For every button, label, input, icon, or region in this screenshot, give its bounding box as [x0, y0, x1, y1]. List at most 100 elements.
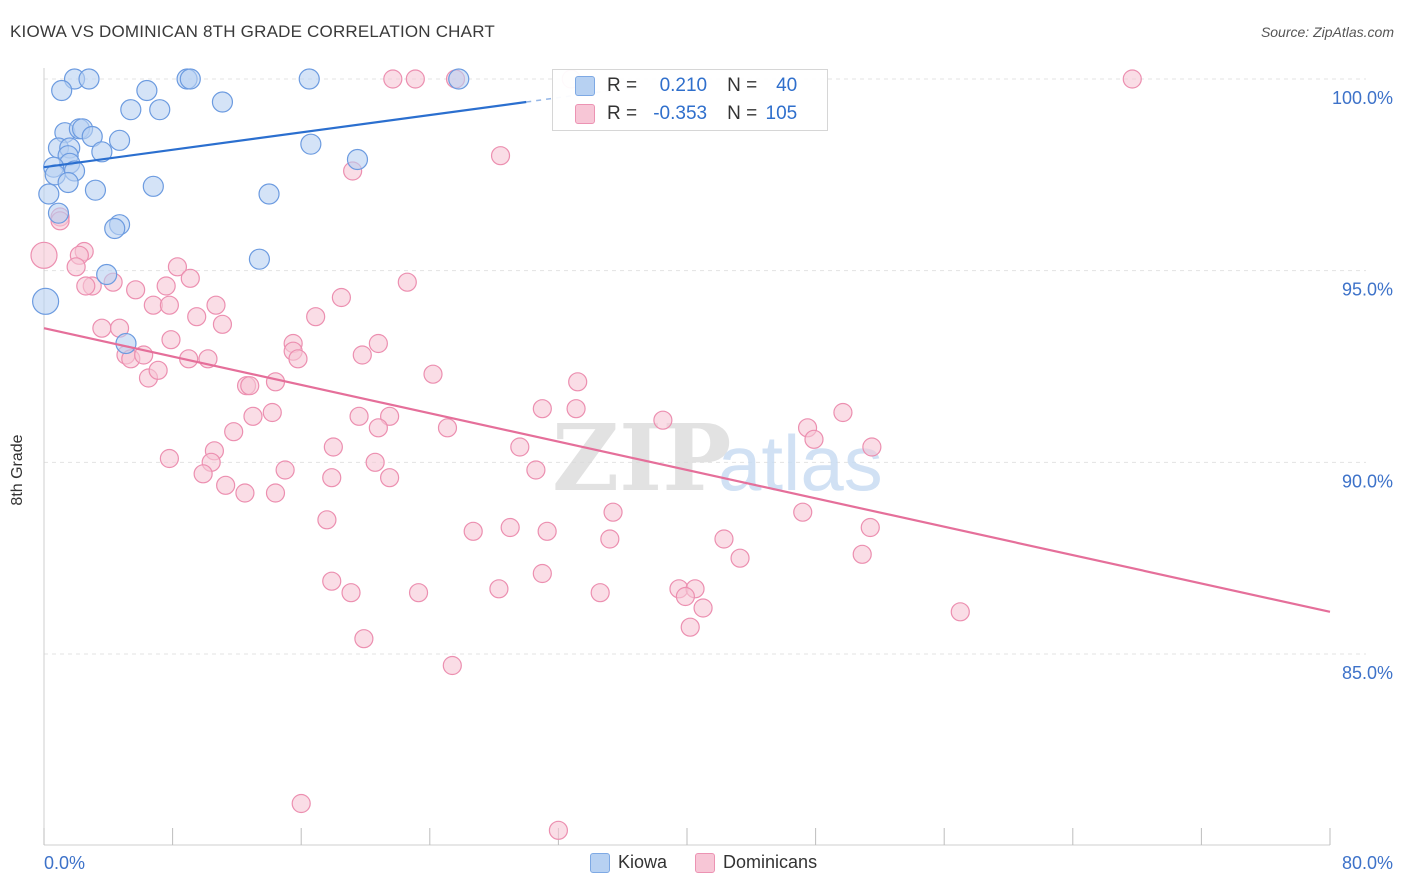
- dominicans-point: [526, 460, 546, 480]
- kiowa-swatch: [575, 76, 595, 96]
- dominicans-point: [288, 349, 308, 369]
- dominicans-point: [380, 468, 400, 488]
- dominicans-point: [804, 429, 824, 449]
- dominicans-point: [442, 655, 462, 676]
- legend-item-kiowa[interactable]: Kiowa: [590, 852, 667, 873]
- dominicans-point: [408, 583, 429, 603]
- kiowa-point: [91, 141, 113, 163]
- kiowa-point: [248, 248, 271, 270]
- kiowa-r-value: 0.210: [659, 75, 708, 96]
- legend-item-dominicans[interactable]: Dominicans: [695, 852, 817, 873]
- x-tick-label-max: 80.0%: [1342, 853, 1393, 873]
- kiowa-point: [149, 99, 171, 121]
- kiowa-point: [57, 171, 79, 194]
- dominicans-point: [714, 529, 734, 549]
- kiowa-point: [448, 68, 470, 90]
- kiowa-point: [346, 148, 369, 171]
- dominicans-point: [365, 452, 385, 472]
- kiowa-point: [258, 183, 280, 205]
- dominicans-point: [240, 376, 260, 396]
- dominicans-point: [500, 517, 520, 538]
- dominicans-point: [354, 629, 374, 649]
- dominicans-point: [463, 521, 483, 541]
- dominicans-point: [306, 307, 326, 327]
- stats-legend: R = 0.210 N = 40 R = -0.353 N = 105: [552, 69, 828, 131]
- kiowa-n-value: 40: [776, 75, 798, 96]
- x-tick-label-min: 0.0%: [44, 853, 85, 873]
- kiowa-n-label: N =: [727, 75, 758, 96]
- dominicans-n-value: 105: [765, 103, 798, 124]
- dominicans-point: [167, 257, 188, 277]
- dominicans-point: [76, 276, 96, 296]
- y-tick-label: 95.0%: [1342, 280, 1393, 300]
- dominicans-point: [675, 586, 695, 607]
- dominicans-point: [490, 146, 511, 166]
- dominicans-point: [126, 280, 146, 300]
- dominicans-point: [159, 448, 179, 469]
- kiowa-legend-label: Kiowa: [618, 852, 668, 872]
- dominicans-point: [349, 406, 369, 426]
- watermark-zip: ZIP: [552, 404, 731, 512]
- dominicans-point: [437, 418, 458, 438]
- kiowa-r-label: R =: [607, 75, 638, 96]
- legend-row-dominicans: R = -0.353 N = 105: [575, 102, 797, 126]
- dominicans-legend-swatch: [695, 852, 716, 873]
- dominicans-point: [730, 548, 750, 568]
- dominicans-n-label: N =: [727, 103, 758, 124]
- dominicans-r-value: -0.353: [653, 103, 708, 124]
- y-tick-label: 85.0%: [1342, 663, 1393, 683]
- dominicans-point: [566, 399, 586, 419]
- kiowa-point: [300, 133, 322, 155]
- kiowa-point: [298, 68, 320, 90]
- series-legend: Kiowa Dominicans: [590, 852, 837, 873]
- dominicans-point: [603, 502, 623, 522]
- dominicans-point: [423, 364, 443, 384]
- dominicans-point: [187, 307, 207, 327]
- dominicans-point: [352, 345, 372, 365]
- dominicans-point: [680, 617, 700, 637]
- dominicans-point: [548, 820, 569, 840]
- kiowa-point: [142, 175, 164, 197]
- dominicans-point: [950, 602, 970, 622]
- kiowa-point: [38, 183, 60, 205]
- dominicans-r-label: R =: [607, 103, 638, 124]
- dominicans-point: [862, 437, 882, 457]
- dominicans-point: [860, 517, 880, 538]
- dominicans-point: [537, 521, 557, 541]
- dominicans-point: [66, 257, 86, 277]
- kiowa-point: [120, 99, 142, 121]
- dominicans-point: [341, 583, 361, 603]
- legend-row-kiowa: R = 0.210 N = 40: [575, 74, 797, 98]
- dominicans-point: [693, 598, 713, 618]
- dominicans-point: [600, 529, 620, 549]
- dominicans-legend-label: Dominicans: [723, 852, 818, 872]
- dominicans-point: [532, 399, 552, 419]
- dominicans-point: [852, 544, 872, 564]
- kiowa-point: [136, 79, 158, 102]
- kiowa-point: [78, 68, 100, 90]
- kiowa-point: [104, 217, 126, 240]
- dominicans-point: [590, 583, 610, 603]
- kiowa-point: [211, 91, 234, 113]
- dominicans-point: [30, 241, 58, 269]
- dominicans-point: [653, 410, 673, 430]
- kiowa-point: [84, 179, 107, 201]
- dominicans-point: [291, 793, 311, 814]
- dominicans-point: [180, 268, 200, 288]
- dominicans-point: [193, 464, 213, 484]
- dominicans-point: [368, 418, 388, 438]
- dominicans-swatch: [575, 104, 595, 124]
- kiowa-legend-swatch: [590, 852, 610, 873]
- dominicans-point: [317, 510, 337, 530]
- dominicans-point: [265, 372, 286, 392]
- dominicans-point: [148, 360, 168, 380]
- dominicans-point: [92, 318, 112, 338]
- dominicans-point: [510, 437, 530, 457]
- dominicans-point: [397, 272, 417, 292]
- dominicans-trend-line: [43, 327, 1331, 613]
- dominicans-point: [1122, 69, 1142, 89]
- dominicans-point: [322, 468, 342, 488]
- dominicans-point: [383, 69, 403, 89]
- dominicans-point: [224, 422, 244, 442]
